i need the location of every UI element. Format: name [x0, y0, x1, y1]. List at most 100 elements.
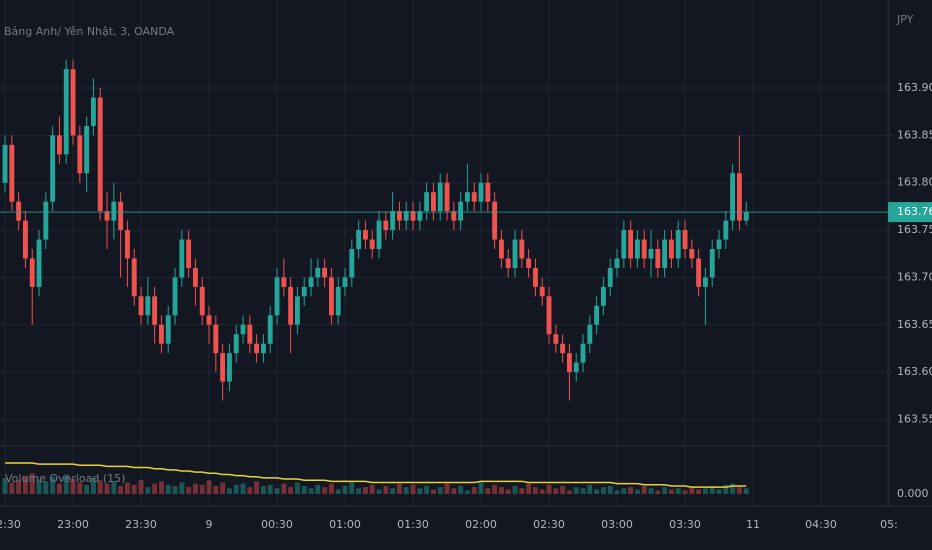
volume-bar	[560, 485, 566, 494]
candle-body	[376, 220, 382, 250]
candle-body	[546, 296, 552, 335]
candle-body	[226, 353, 232, 382]
candle-body	[458, 201, 464, 221]
candle-body	[417, 211, 423, 221]
candle-body	[43, 201, 49, 240]
y-tick-label: 163.650	[897, 318, 932, 331]
volume-bar	[430, 489, 436, 494]
volume-bar	[573, 487, 579, 494]
last-price-box	[888, 202, 932, 223]
candle-body	[634, 239, 640, 259]
candle-body	[600, 286, 606, 306]
volume-tick-label: 0.000	[897, 487, 929, 500]
volume-bar	[369, 484, 375, 494]
volume-bar	[84, 484, 90, 494]
volume-bar	[471, 487, 477, 494]
y-tick-label: 163.550	[897, 412, 932, 425]
x-tick-label: 22:30	[0, 518, 21, 531]
volume-bar	[2, 477, 8, 494]
candle-body	[63, 69, 69, 155]
candle-body	[566, 353, 572, 373]
candle-body	[301, 286, 307, 297]
volume-bar	[315, 484, 321, 494]
volume-bar	[668, 489, 674, 494]
candle-body	[356, 230, 362, 250]
candle-body	[648, 249, 654, 259]
candle-body	[621, 230, 627, 259]
candle-body	[451, 211, 457, 221]
volume-bar	[648, 488, 654, 494]
volume-bar	[70, 479, 76, 494]
candle-body	[383, 220, 389, 231]
volume-bar	[444, 483, 450, 494]
candle-body	[138, 296, 144, 316]
x-tick-label: 23:00	[57, 518, 89, 531]
volume-bar	[607, 485, 613, 494]
candle-body	[614, 258, 620, 268]
candle-body	[247, 324, 253, 344]
volume-bar	[165, 484, 171, 494]
currency-label: JPY	[896, 13, 914, 26]
candle-body	[498, 239, 504, 259]
volume-bar	[342, 485, 348, 494]
candle-body	[186, 239, 192, 268]
candle-body	[594, 305, 600, 325]
volume-bar	[50, 476, 56, 494]
volume-bar	[743, 488, 749, 494]
volume-bar	[16, 480, 22, 494]
candle-body	[77, 135, 83, 174]
candle-body	[444, 182, 450, 212]
volume-bar	[655, 490, 661, 494]
volume-bar	[424, 485, 430, 494]
candle-body	[328, 277, 334, 316]
candle-body	[9, 144, 15, 202]
candle-body	[172, 277, 178, 316]
candle-body	[22, 220, 28, 259]
volume-bar	[662, 487, 668, 494]
candle-body	[662, 239, 668, 268]
candle-body	[628, 230, 634, 259]
candle-body	[553, 334, 559, 344]
candle-body	[723, 220, 729, 240]
volume-bar	[628, 487, 634, 494]
x-tick-label: 01:30	[397, 518, 429, 531]
x-tick-label: 03:00	[601, 518, 633, 531]
candle-body	[668, 239, 674, 259]
candle-body	[580, 343, 586, 363]
volume-bar	[22, 475, 28, 494]
candle-body	[716, 239, 722, 250]
volume-bar	[247, 487, 253, 494]
volume-bar	[600, 487, 606, 494]
volume-bar	[199, 484, 205, 494]
candle-body	[308, 277, 314, 287]
volume-bar	[145, 487, 151, 494]
volume-bar	[213, 485, 219, 494]
volume-bar	[376, 489, 382, 494]
volume-bar	[723, 484, 729, 494]
volume-bar	[328, 483, 334, 494]
y-tick-label: 163.800	[897, 176, 932, 189]
candle-body	[736, 173, 742, 221]
candle-body	[2, 144, 8, 183]
volume-bar	[730, 483, 736, 494]
candle-body	[349, 249, 355, 278]
volume-bar	[641, 485, 647, 494]
candle-body	[240, 324, 246, 335]
volume-bar	[675, 488, 681, 494]
candle-body	[702, 277, 708, 287]
volume-bar	[621, 488, 627, 494]
volume-bar	[138, 480, 144, 494]
candle-body	[573, 362, 579, 373]
candle-body	[532, 267, 538, 287]
volume-bar	[519, 488, 525, 494]
volume-bar	[192, 483, 198, 494]
x-tick-label: 11	[746, 518, 760, 531]
candle-body	[124, 230, 130, 259]
candle-body	[390, 211, 396, 231]
candle-body	[539, 286, 545, 297]
candle-body	[56, 135, 62, 155]
candle-body	[641, 239, 647, 259]
volume-bar	[97, 480, 103, 494]
volume-bar	[682, 490, 688, 494]
candle-body	[689, 249, 695, 259]
